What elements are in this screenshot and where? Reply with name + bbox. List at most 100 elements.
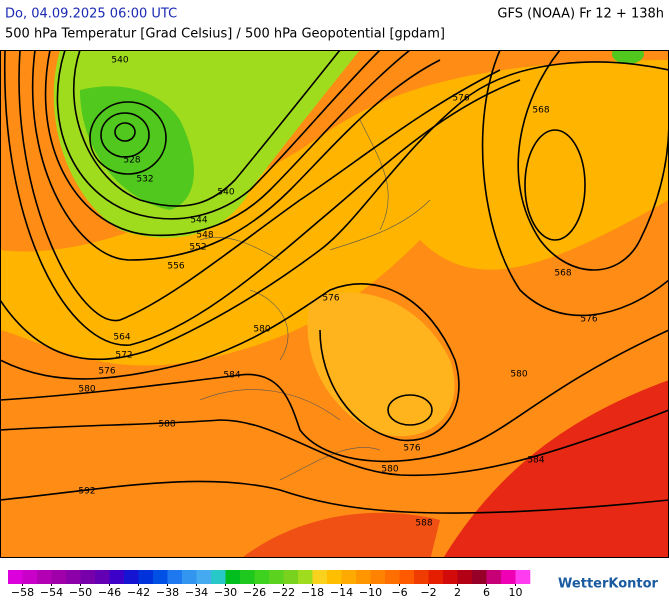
colorbar-swatch bbox=[80, 570, 96, 584]
isohypse bbox=[524, 129, 586, 241]
colorbar-swatch bbox=[182, 570, 197, 584]
contour-label: 548 bbox=[196, 231, 213, 241]
colorbar-tick-label: −58 bbox=[11, 586, 34, 599]
date-title: Do, 04.09.2025 06:00 UTC bbox=[5, 7, 177, 22]
contour-label: 540 bbox=[111, 56, 128, 66]
colorbar-tick-label: −42 bbox=[127, 586, 150, 599]
contour-label: 544 bbox=[190, 216, 207, 226]
temp-field bbox=[241, 512, 440, 558]
contour-label: 588 bbox=[415, 519, 432, 529]
colorbar-tick-label: −34 bbox=[185, 586, 208, 599]
colorbar-swatch bbox=[269, 570, 284, 584]
colorbar-tick-label: −6 bbox=[391, 586, 407, 599]
colorbar-swatch bbox=[501, 570, 516, 584]
isohypse bbox=[0, 61, 669, 361]
colorbar-swatch bbox=[167, 570, 183, 584]
contour-label: 576 bbox=[403, 444, 420, 454]
colorbar-swatch bbox=[457, 570, 473, 584]
colorbar-swatch bbox=[8, 570, 23, 584]
isohypse bbox=[100, 112, 150, 158]
colorbar-swatch bbox=[312, 570, 328, 584]
contour-label: 580 bbox=[381, 465, 398, 475]
colorbar-swatch bbox=[385, 570, 400, 584]
colorbar-swatch bbox=[254, 570, 270, 584]
colorbar-swatch bbox=[240, 570, 255, 584]
colorbar-swatch bbox=[124, 570, 139, 584]
colorbar-swatch bbox=[153, 570, 168, 584]
contour-label: 588 bbox=[158, 420, 175, 430]
colorbar-tick-label: −26 bbox=[243, 586, 266, 599]
colorbar-swatch bbox=[428, 570, 444, 584]
colorbar-tick-label: −2 bbox=[420, 586, 436, 599]
isohypse bbox=[387, 394, 433, 426]
contour-label: 592 bbox=[78, 487, 95, 497]
contour-label: 528 bbox=[123, 156, 140, 166]
contour-label: 580 bbox=[78, 385, 95, 395]
colorbar-swatch bbox=[22, 570, 38, 584]
colorbar-swatch bbox=[486, 570, 502, 584]
colorbar-swatch bbox=[472, 570, 487, 584]
colorbar-swatch bbox=[95, 570, 110, 584]
contour-label: 532 bbox=[136, 175, 153, 185]
colorbar-tick-label: −10 bbox=[359, 586, 382, 599]
colorbar-tick-label: −50 bbox=[69, 586, 92, 599]
colorbar-swatch bbox=[51, 570, 67, 584]
colorbar-swatch bbox=[298, 570, 313, 584]
isohypse bbox=[0, 329, 669, 463]
colorbar-swatch bbox=[283, 570, 299, 584]
isohypse bbox=[0, 409, 669, 477]
colorbar-swatch bbox=[138, 570, 154, 584]
isohypse bbox=[481, 50, 669, 317]
colorbar-swatch bbox=[37, 570, 52, 584]
colorbar-tick-label: −54 bbox=[40, 586, 63, 599]
isohypse bbox=[517, 50, 669, 271]
subtitle: 500 hPa Temperatur [Grad Celsius] / 500 … bbox=[5, 27, 445, 42]
model-title: GFS (NOAA) Fr 12 + 138h bbox=[497, 7, 664, 22]
contour-label: 576 bbox=[98, 367, 115, 377]
contour-label: 552 bbox=[189, 243, 206, 253]
colorbar-tick-label: 10 bbox=[509, 586, 523, 599]
contour-label: 576 bbox=[580, 315, 597, 325]
colorbar-tick-label: −22 bbox=[272, 586, 295, 599]
colorbar-swatch bbox=[443, 570, 458, 584]
contour-label: 572 bbox=[115, 351, 132, 361]
isohypse bbox=[89, 101, 167, 175]
contour-label: 584 bbox=[527, 456, 544, 466]
colorbar-tick-label: 2 bbox=[454, 586, 461, 599]
contour-label: 568 bbox=[532, 106, 549, 116]
temp-field bbox=[0, 60, 669, 366]
isohypse bbox=[18, 50, 501, 322]
temp-field bbox=[612, 50, 644, 64]
colorbar-swatch bbox=[414, 570, 429, 584]
contour-label: 556 bbox=[167, 262, 184, 272]
colorbar-swatch bbox=[341, 570, 357, 584]
isohypse bbox=[44, 50, 411, 237]
map: 5405285325405445485525565645725765805845… bbox=[0, 50, 669, 558]
colorbar: −58 −54 −50 −46 −42 −38 −34 −30 −26 −22 −18 −14 −10−… bbox=[8, 570, 531, 599]
colorbar-swatch bbox=[356, 570, 371, 584]
isohypse bbox=[114, 122, 136, 142]
colorbar-tick-label: −14 bbox=[330, 586, 353, 599]
temp-field bbox=[443, 380, 669, 558]
coastline bbox=[199, 119, 431, 481]
contour-label: 584 bbox=[223, 371, 240, 381]
colorbar-swatch bbox=[109, 570, 125, 584]
isohypse bbox=[31, 50, 441, 261]
contour-label: 580 bbox=[510, 370, 527, 380]
colorbar-tick-label: −18 bbox=[301, 586, 324, 599]
temp-field bbox=[307, 292, 455, 437]
isohypse bbox=[72, 50, 341, 207]
colorbar-swatch bbox=[327, 570, 342, 584]
contour-label: 580 bbox=[253, 325, 270, 335]
contour-label: 564 bbox=[113, 333, 130, 343]
contour-label: 576 bbox=[452, 94, 469, 104]
isohypse bbox=[0, 283, 460, 442]
colorbar-tick-label: −46 bbox=[98, 586, 121, 599]
isohypse bbox=[4, 50, 521, 346]
colorbar-swatch bbox=[66, 570, 81, 584]
colorbar-swatch bbox=[225, 570, 241, 584]
colorbar-swatch bbox=[399, 570, 415, 584]
isohypse bbox=[56, 50, 381, 220]
contour-label: 540 bbox=[217, 188, 234, 198]
